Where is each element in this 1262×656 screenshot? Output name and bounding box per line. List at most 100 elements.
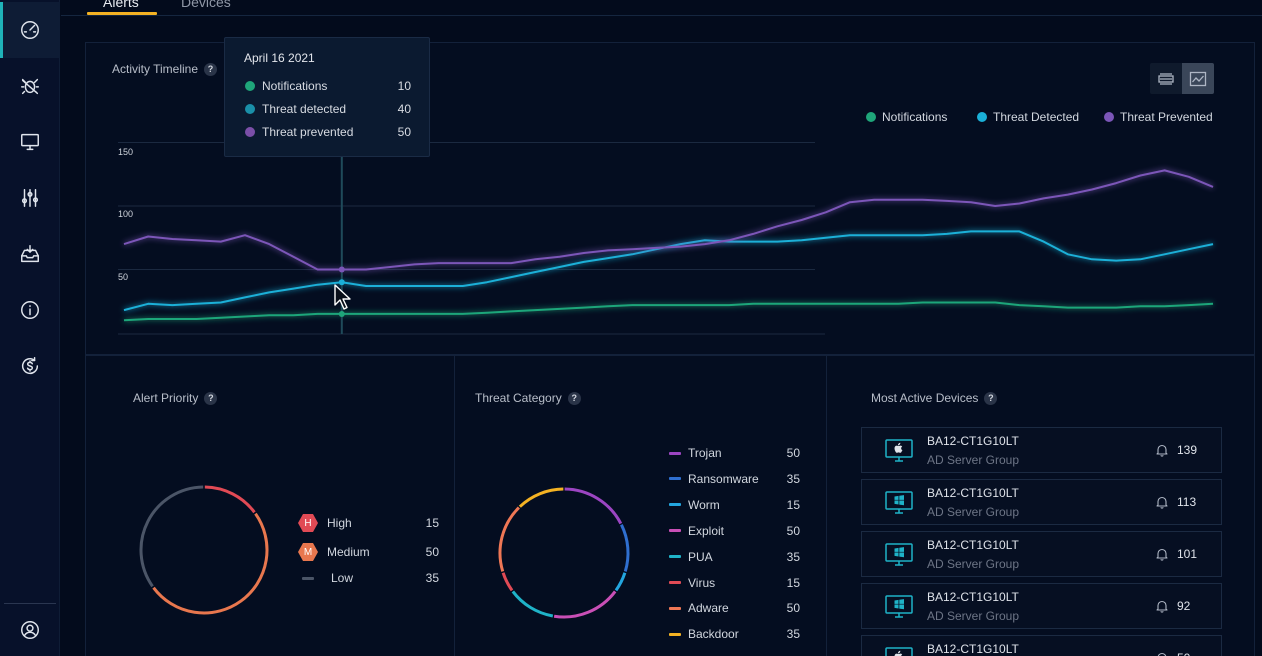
category-value: 15 (786, 575, 800, 590)
legend-dot (1104, 112, 1114, 122)
monitor-icon (21, 133, 39, 151)
device-group: AD Server Group (927, 453, 1020, 467)
line-chart-icon (1189, 71, 1207, 86)
sidebar-item-downloads[interactable] (0, 226, 60, 282)
medium-priority-badge: M (298, 543, 318, 561)
y-tick-150: 150 (118, 147, 134, 157)
tooltip-date: April 16 2021 (244, 51, 315, 65)
threat-category-item: Backdoor 35 (669, 627, 800, 641)
stacked-view-button[interactable] (1150, 63, 1182, 94)
bell-icon (1156, 548, 1168, 561)
sidebar-item-settings[interactable] (0, 170, 60, 226)
help-icon[interactable]: ? (567, 391, 581, 405)
devices-title-text: Most Active Devices (871, 391, 979, 405)
series-line-threat-prevented[interactable] (123, 169, 1214, 271)
category-value: 35 (786, 471, 800, 486)
hover-point (338, 266, 345, 273)
donut-segment-ransomware[interactable] (620, 524, 630, 572)
threat-category-donut[interactable] (496, 485, 632, 621)
line-view-button[interactable] (1182, 63, 1214, 94)
device-name: BA12-CT1G10LT (927, 538, 1019, 552)
y-tick-50: 50 (118, 272, 129, 282)
tab-devices[interactable]: Devices (181, 0, 231, 10)
donut-segment-backdoor[interactable] (518, 487, 564, 508)
category-value: 50 (786, 446, 800, 460)
device-group: AD Server Group (927, 505, 1020, 519)
tooltip-row-threat-detected: Threat detected 40 (245, 102, 411, 116)
category-value: 50 (786, 601, 800, 616)
tooltip-label: Threat detected (262, 102, 347, 116)
donut-segment-high[interactable] (204, 485, 256, 514)
sidebar-item-dashboard[interactable] (0, 2, 60, 58)
device-card[interactable]: BA12-CT1G10LT 50 (861, 635, 1222, 656)
tooltip-value: 10 (397, 79, 411, 93)
device-group: AD Server Group (927, 557, 1020, 571)
sidebar-item-billing[interactable] (0, 338, 60, 394)
donut-segment-exploit[interactable] (553, 590, 617, 619)
tooltip-dot (245, 81, 255, 91)
donut-segment-medium[interactable] (152, 512, 269, 615)
legend-label: Threat Prevented (1120, 110, 1213, 124)
category-label: PUA (688, 549, 713, 564)
activity-timeline-chart[interactable] (0, 0, 1262, 356)
tooltip-label: Notifications (262, 79, 328, 93)
device-card[interactable]: BA12-CT1G10LT AD Server Group 139 (861, 427, 1222, 473)
low-priority-badge (302, 576, 314, 580)
bell-icon (1156, 496, 1168, 509)
windows-monitor-icon (885, 491, 913, 514)
category-swatch (669, 529, 681, 533)
threat-category-item: PUA 35 (669, 550, 800, 564)
category-swatch (669, 555, 681, 559)
legend-label: Threat Detected (993, 110, 1080, 124)
series-line-threat-detected[interactable] (123, 230, 1214, 312)
tab-alerts[interactable]: Alerts (103, 0, 139, 10)
device-alert-count: 92 (1177, 599, 1191, 613)
tooltip-label: Threat prevented (262, 125, 354, 139)
priority-value: 15 (425, 516, 439, 530)
y-tick-100: 100 (118, 209, 134, 219)
device-alert-count: 139 (1177, 443, 1198, 457)
sidebar-item-info[interactable] (0, 282, 60, 338)
tooltip-value: 40 (397, 102, 411, 116)
bell-icon (1156, 600, 1168, 613)
tooltip-dot (245, 127, 255, 137)
legend-threat-prevented: Threat Prevented (1104, 110, 1213, 124)
legend-threat-detected: Threat Detected (977, 110, 1079, 124)
donut-segment-adware[interactable] (498, 506, 520, 572)
devices-title: Most Active Devices ? (871, 391, 998, 405)
sidebar-item-profile[interactable] (0, 602, 60, 656)
device-card[interactable]: BA12-CT1G10LT AD Server Group 92 (861, 583, 1222, 629)
help-icon[interactable]: ? (204, 391, 218, 405)
category-value: 50 (786, 523, 800, 538)
donut-segment-low[interactable] (139, 485, 204, 588)
donut-segment-worm[interactable] (614, 572, 627, 592)
category-swatch (669, 451, 681, 455)
donut-segment-pua[interactable] (511, 590, 554, 618)
donut-segment-virus[interactable] (501, 572, 514, 592)
bell-icon (1156, 444, 1168, 457)
sidebar-item-threats[interactable] (0, 58, 60, 114)
donut-segment-trojan[interactable] (564, 487, 623, 525)
device-name: BA12-CT1G10LT (927, 642, 1019, 656)
threat-category-title-text: Threat Category (475, 391, 562, 405)
threat-category-item: Trojan 50 (669, 446, 800, 460)
device-alert-count: 101 (1177, 547, 1198, 561)
category-label: Virus (688, 575, 716, 590)
help-icon[interactable]: ? (984, 391, 998, 405)
alert-priority-title: Alert Priority ? (133, 391, 218, 405)
category-value: 35 (786, 549, 800, 564)
sidebar-item-devices[interactable] (0, 114, 60, 170)
device-card[interactable]: BA12-CT1G10LT AD Server Group 101 (861, 531, 1222, 577)
priority-label: Low (331, 571, 354, 585)
apple-monitor-icon (885, 647, 913, 656)
alert-priority-donut[interactable] (137, 483, 271, 617)
priority-low: Low 35 (298, 571, 439, 585)
priority-value: 50 (425, 545, 439, 559)
threat-category-title: Threat Category ? (475, 391, 581, 405)
device-card[interactable]: BA12-CT1G10LT AD Server Group 113 (861, 479, 1222, 525)
category-swatch (669, 632, 681, 636)
inbox-download-icon (21, 245, 39, 263)
help-icon[interactable]: ? (204, 62, 218, 76)
series-line-notifications[interactable] (123, 301, 1214, 322)
alert-priority-title-text: Alert Priority (133, 391, 199, 405)
